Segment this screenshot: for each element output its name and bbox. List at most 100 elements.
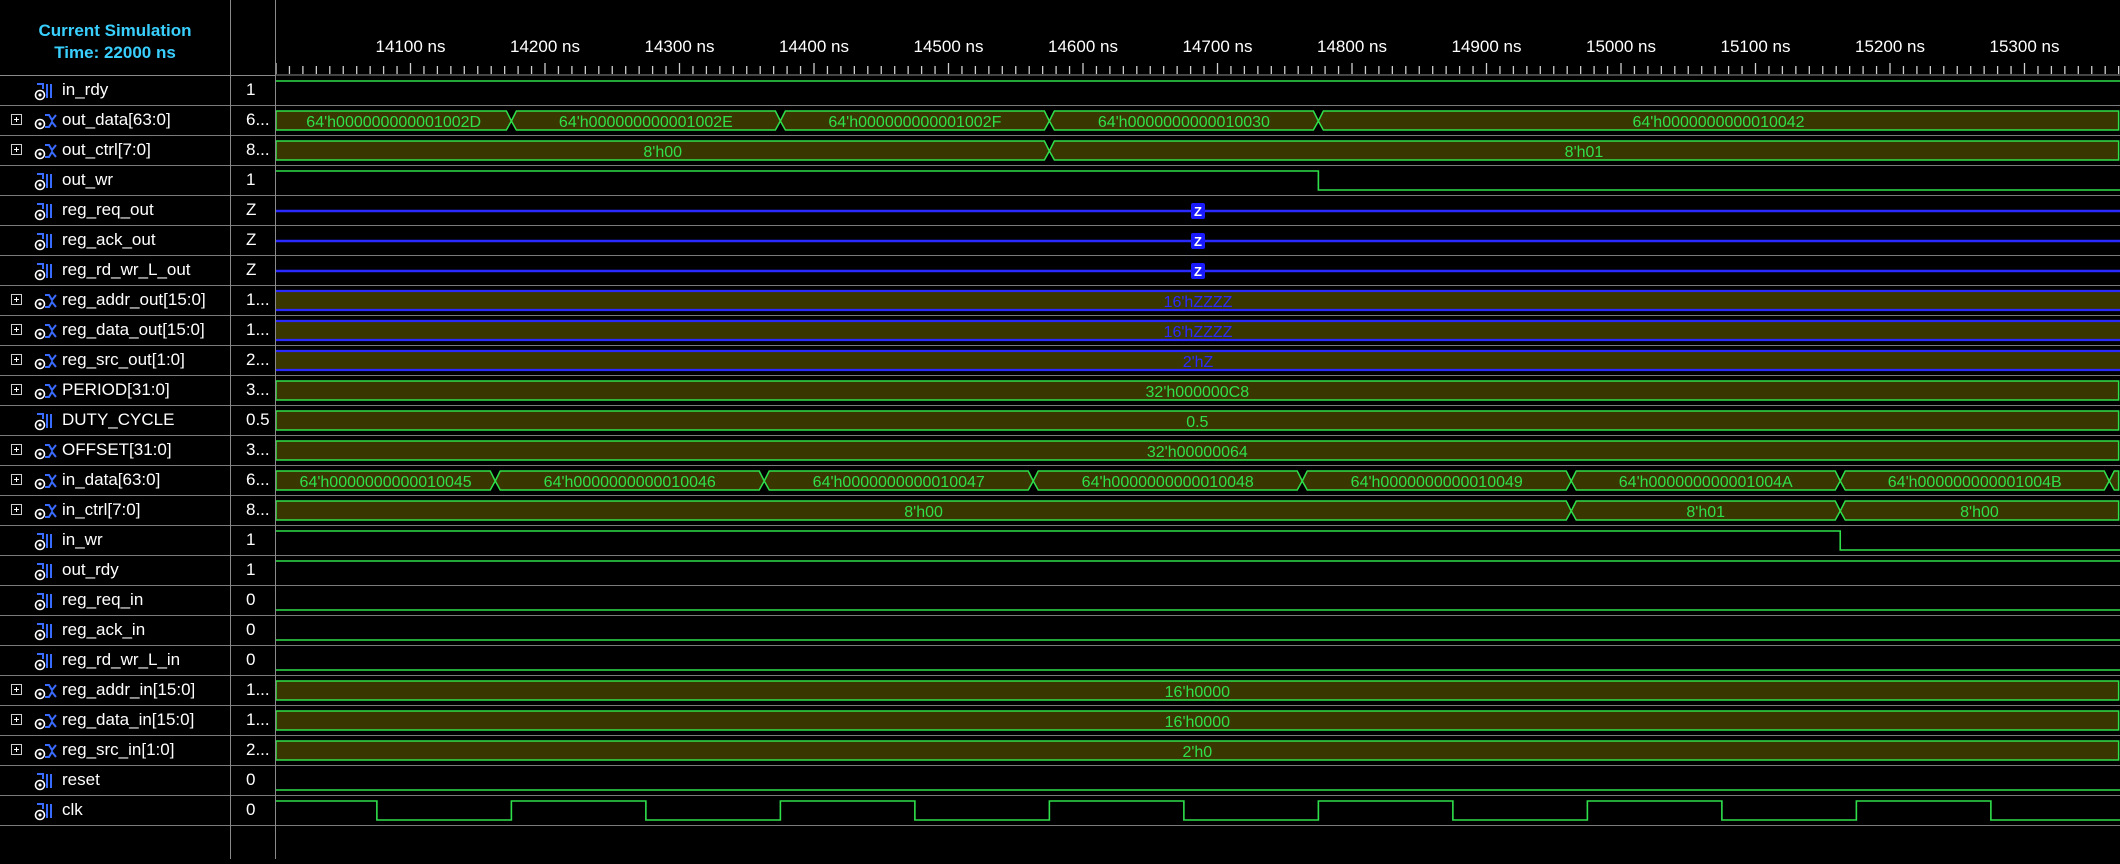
- signal-row-in-ctrl[interactable]: in_ctrl[7:0]: [0, 496, 230, 526]
- signal-row-reset[interactable]: reset: [0, 766, 230, 796]
- signal-value-cell: Z: [231, 196, 275, 226]
- signal-value: 6...: [246, 470, 270, 489]
- time-tick-label: 15100 ns: [1721, 37, 1791, 56]
- bus-signal-icon: [34, 384, 57, 400]
- signal-row-duty-cycle[interactable]: DUTY_CYCLE: [0, 406, 230, 436]
- signal-row-period[interactable]: PERIOD[31:0]: [0, 376, 230, 406]
- expand-toggle-icon[interactable]: [11, 744, 22, 755]
- signal-value-cell: 0.5: [231, 406, 275, 436]
- waveform-pane[interactable]: 14100 ns 14200 ns 14300 ns 14400 ns 14500 ns…: [275, 0, 2120, 859]
- bus-value-label: 32'h000000C8: [1146, 384, 1250, 401]
- expand-toggle-icon[interactable]: [11, 684, 22, 695]
- waveform-reg-rd-wr-l-in[interactable]: [276, 669, 2120, 676]
- signal-row-out-data[interactable]: out_data[63:0]: [0, 106, 230, 136]
- waveform-reg-addr-out[interactable]: 16'hZZZZ: [276, 289, 2120, 316]
- signal-row-reg-src-in[interactable]: reg_src_in[1:0]: [0, 736, 230, 766]
- bus-segment: [275, 710, 2120, 731]
- expand-toggle-icon[interactable]: [11, 504, 22, 515]
- signal-row-clk[interactable]: clk: [0, 796, 230, 826]
- expand-toggle-icon[interactable]: [11, 294, 22, 305]
- waveform-duty-cycle[interactable]: 0.5: [275, 410, 2120, 436]
- signal-row-in-wr[interactable]: in_wr: [0, 526, 230, 556]
- waveform-canvas[interactable]: 14100 ns 14200 ns 14300 ns 14400 ns 14500 ns…: [275, 0, 2120, 859]
- bus-value-label: 16'h0000: [1165, 684, 1230, 701]
- signal-row-reg-data-out[interactable]: reg_data_out[15:0]: [0, 316, 230, 346]
- signal-value: 6...: [246, 110, 270, 129]
- expand-toggle-icon[interactable]: [11, 714, 22, 725]
- waveform-reg-data-out[interactable]: 16'hZZZZ: [276, 319, 2120, 346]
- signal-name: OFFSET[31:0]: [62, 440, 172, 459]
- signal-row-reg-rd-wr-l-out[interactable]: reg_rd_wr_L_out: [0, 256, 230, 286]
- signal-value-cell: 6...: [231, 466, 275, 496]
- bus-value-label: 8'h01: [1686, 504, 1725, 521]
- waveform-reset[interactable]: [276, 789, 2120, 796]
- time-tick-label: 15300 ns: [1990, 37, 2060, 56]
- signal-row-out-ctrl[interactable]: out_ctrl[7:0]: [0, 136, 230, 166]
- bit-signal-icon: [34, 623, 52, 641]
- bit-signal-icon: [34, 83, 52, 101]
- waveform-reg-ack-in[interactable]: [276, 639, 2120, 646]
- expand-toggle-icon[interactable]: [11, 354, 22, 365]
- waveform-offset[interactable]: 32'h00000064: [275, 440, 2120, 466]
- waveform-reg-ack-out[interactable]: Z: [276, 233, 2120, 256]
- bus-value-label: 64'h000000000001002E: [559, 114, 733, 131]
- waveform-out-rdy[interactable]: [276, 560, 2120, 586]
- waveform-in-wr[interactable]: [276, 530, 2120, 556]
- signal-row-reg-rd-wr-l-in[interactable]: reg_rd_wr_L_in: [0, 646, 230, 676]
- waveform-in-data[interactable]: 64'h0000000000010045 64'h0000000000010046…: [275, 470, 2120, 496]
- signal-row-in-data[interactable]: in_data[63:0]: [0, 466, 230, 496]
- signal-row-offset[interactable]: OFFSET[31:0]: [0, 436, 230, 466]
- waveform-reg-src-in[interactable]: 2'h0: [275, 740, 2120, 766]
- bit-signal-icon: [34, 593, 52, 611]
- signal-row-out-rdy[interactable]: out_rdy: [0, 556, 230, 586]
- waveform-reg-data-in[interactable]: 16'h0000: [275, 710, 2120, 736]
- bit-signal-icon: [34, 233, 52, 251]
- waveform-out-data[interactable]: 64'h000000000001002D 64'h000000000001002E…: [275, 110, 2120, 136]
- bus-signal-icon: [34, 324, 57, 340]
- time-tick-label: 14600 ns: [1048, 37, 1118, 56]
- signal-value: 1: [246, 80, 256, 99]
- signal-row-reg-req-out[interactable]: reg_req_out: [0, 196, 230, 226]
- signal-value: 3...: [246, 440, 270, 459]
- waveform-reg-req-out[interactable]: Z: [276, 203, 2120, 226]
- time-tick-label: 14300 ns: [645, 37, 715, 56]
- expand-toggle-icon[interactable]: [11, 384, 22, 395]
- signal-row-in-rdy[interactable]: in_rdy: [0, 76, 230, 106]
- signal-row-reg-data-in[interactable]: reg_data_in[15:0]: [0, 706, 230, 736]
- waveform-reg-src-out[interactable]: 2'hZ: [276, 349, 2120, 376]
- waveform-reg-req-in[interactable]: [276, 609, 2120, 616]
- waveform-in-ctrl[interactable]: 8'h00 8'h01 8'h00: [275, 500, 2120, 526]
- signal-row-reg-src-out[interactable]: reg_src_out[1:0]: [0, 346, 230, 376]
- waveform-in-rdy[interactable]: [276, 80, 2120, 106]
- signal-value: 1: [246, 560, 256, 579]
- signal-row-out-wr[interactable]: out_wr: [0, 166, 230, 196]
- signal-value: 1: [246, 530, 256, 549]
- waveform-reg-addr-in[interactable]: 16'h0000: [275, 680, 2120, 706]
- signal-value: 1...: [246, 320, 270, 339]
- signal-name: reset: [62, 770, 100, 789]
- waveform-reg-rd-wr-l-out[interactable]: Z: [276, 263, 2120, 286]
- expand-toggle-icon[interactable]: [11, 144, 22, 155]
- expand-toggle-icon[interactable]: [11, 324, 22, 335]
- bus-value-label: 64'h0000000000010049: [1351, 474, 1523, 491]
- signal-name-pane: Current Simulation Time: 22000 ns in_rdy…: [0, 0, 231, 859]
- expand-toggle-icon[interactable]: [11, 474, 22, 485]
- time-ruler[interactable]: 14100 ns 14200 ns 14300 ns 14400 ns 14500 ns…: [275, 37, 2120, 76]
- waveform-clk[interactable]: [276, 800, 2120, 826]
- expand-toggle-icon[interactable]: [11, 444, 22, 455]
- waveform-period[interactable]: 32'h000000C8: [275, 380, 2120, 406]
- waveform-out-ctrl[interactable]: 8'h00 8'h01: [275, 140, 2120, 166]
- signal-row-reg-ack-out[interactable]: reg_ack_out: [0, 226, 230, 256]
- bus-segment: [275, 410, 2120, 431]
- signal-value: 3...: [246, 380, 270, 399]
- expand-toggle-icon[interactable]: [11, 114, 22, 125]
- bus-segment: [275, 680, 2120, 701]
- waveform-out-wr[interactable]: [276, 170, 2120, 196]
- signal-row-reg-addr-in[interactable]: reg_addr_in[15:0]: [0, 676, 230, 706]
- signal-row-reg-req-in[interactable]: reg_req_in: [0, 586, 230, 616]
- signal-row-reg-addr-out[interactable]: reg_addr_out[15:0]: [0, 286, 230, 316]
- bus-segment: [275, 110, 513, 131]
- signal-row-reg-ack-in[interactable]: reg_ack_in: [0, 616, 230, 646]
- bus-value-label: 8'h00: [904, 504, 943, 521]
